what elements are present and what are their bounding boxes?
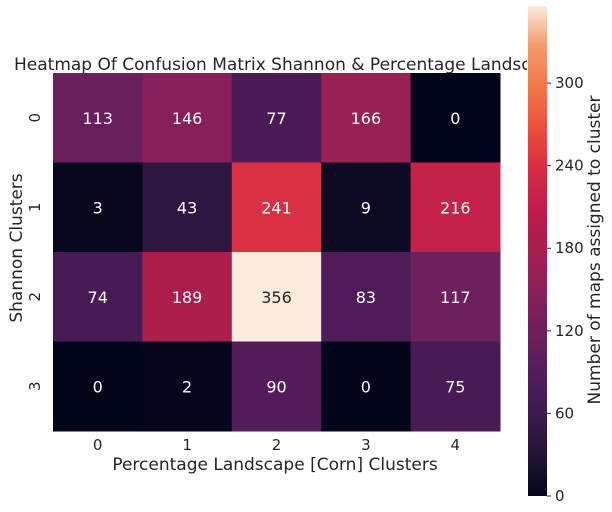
cell-value-label: 241 bbox=[261, 198, 292, 217]
colorbar-tick-label: 240 bbox=[555, 157, 584, 175]
y-axis-label: Shannon Clusters bbox=[7, 173, 27, 322]
cell-value-label: 3 bbox=[93, 198, 103, 217]
y-tick-label: 2 bbox=[26, 292, 44, 302]
heatmap-cell bbox=[410, 162, 501, 253]
cell-value-label: 75 bbox=[445, 377, 465, 396]
y-axis-ticks: 0 1 2 3 bbox=[26, 113, 44, 391]
colorbar bbox=[528, 6, 547, 496]
heatmap-cell bbox=[142, 162, 233, 253]
x-axis-ticks: 0 1 2 3 4 bbox=[93, 436, 460, 454]
colorbar-ticks: 0 60 120 180 240 300 bbox=[547, 74, 584, 505]
heatmap-cell bbox=[231, 341, 322, 432]
heatmap-cell bbox=[142, 252, 233, 342]
heatmap-cells: 113 146 77 166 0 3 43 241 9 216 74 189 356 83 117 0 2 90 0… bbox=[53, 73, 501, 432]
heatmap-cell bbox=[321, 341, 412, 432]
heatmap-cell bbox=[231, 162, 322, 253]
heatmap-cell bbox=[410, 341, 501, 432]
heatmap-cell bbox=[321, 73, 412, 163]
heatmap-cell bbox=[53, 341, 143, 432]
y-tick-label: 3 bbox=[26, 381, 44, 391]
heatmap-cell bbox=[231, 252, 322, 342]
cell-value-label: 0 bbox=[93, 377, 103, 396]
heatmap-cell bbox=[142, 73, 233, 163]
cell-value-label: 216 bbox=[440, 198, 471, 217]
cell-value-label: 43 bbox=[177, 198, 197, 217]
x-tick-label: 1 bbox=[182, 436, 192, 454]
colorbar-tick-label: 120 bbox=[555, 322, 584, 340]
cell-value-label: 74 bbox=[88, 288, 108, 307]
cell-value-label: 0 bbox=[361, 377, 371, 396]
x-tick-label: 4 bbox=[451, 436, 461, 454]
colorbar-tick-label: 180 bbox=[555, 239, 584, 257]
colorbar-tick-label: 0 bbox=[555, 487, 565, 505]
cell-value-label: 0 bbox=[450, 109, 460, 128]
heatmap-cell bbox=[53, 162, 143, 253]
heatmap-cell bbox=[321, 252, 412, 342]
cell-value-label: 90 bbox=[266, 377, 286, 396]
cell-value-label: 146 bbox=[172, 109, 203, 128]
x-tick-label: 0 bbox=[93, 436, 103, 454]
cell-value-label: 77 bbox=[266, 109, 286, 128]
heatmap-cell bbox=[231, 73, 322, 163]
cell-value-label: 9 bbox=[361, 198, 371, 217]
x-tick-label: 3 bbox=[361, 436, 371, 454]
heatmap-cell bbox=[321, 162, 412, 253]
heatmap-cell bbox=[53, 73, 143, 163]
cell-value-label: 2 bbox=[182, 377, 192, 396]
y-tick-label: 1 bbox=[26, 202, 44, 212]
x-axis-label: Percentage Landscape [Corn] Clusters bbox=[112, 455, 438, 475]
heatmap-cell bbox=[53, 252, 143, 342]
cell-value-label: 113 bbox=[82, 109, 113, 128]
cell-value-label: 189 bbox=[172, 288, 203, 307]
heatmap-cell bbox=[142, 341, 233, 432]
heatmap-cell bbox=[410, 73, 501, 163]
cell-value-label: 356 bbox=[261, 288, 292, 307]
cell-value-label: 83 bbox=[356, 288, 376, 307]
colorbar-tick-label: 300 bbox=[555, 74, 584, 92]
colorbar-tick-label: 60 bbox=[555, 404, 574, 422]
cell-value-label: 166 bbox=[351, 109, 382, 128]
cell-value-label: 117 bbox=[440, 288, 471, 307]
x-tick-label: 2 bbox=[272, 436, 282, 454]
colorbar-label: Number of maps assigned to cluster bbox=[585, 96, 605, 405]
heatmap-cell bbox=[410, 252, 501, 342]
chart-title: Heatmap Of Confusion Matrix Shannon & Pe… bbox=[14, 55, 612, 75]
y-tick-label: 0 bbox=[26, 113, 44, 123]
